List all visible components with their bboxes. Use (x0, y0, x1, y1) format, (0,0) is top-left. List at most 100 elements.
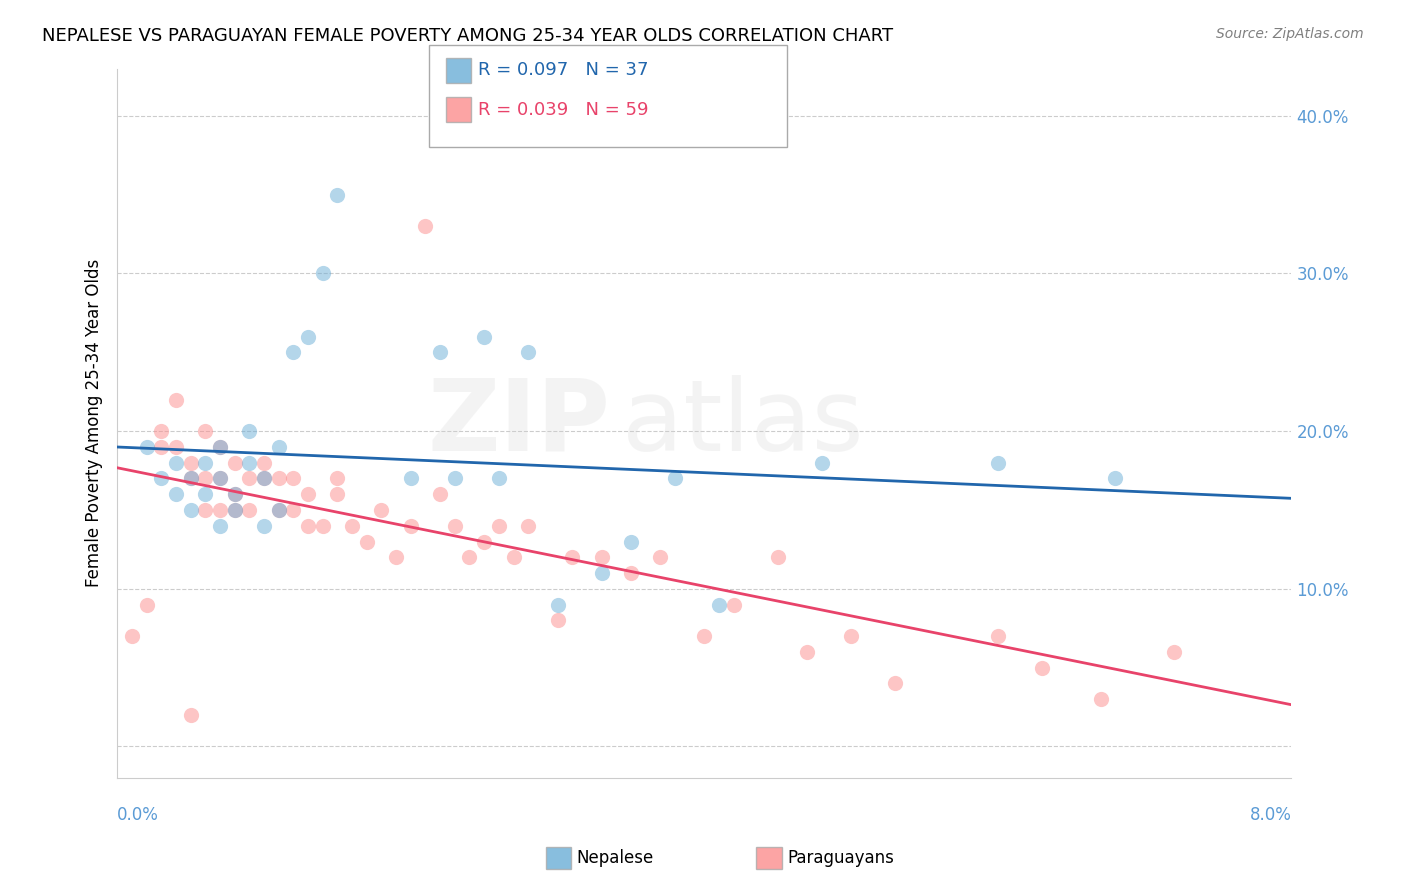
Point (458, 550, 481, 565)
Point (517, 518, 540, 533)
Point (253, 471, 276, 485)
Point (165, 392, 187, 407)
Point (297, 518, 319, 533)
Text: R = 0.039   N = 59: R = 0.039 N = 59 (478, 101, 648, 119)
Point (224, 503, 246, 517)
Text: Paraguayans: Paraguayans (787, 849, 894, 867)
Point (707, 598, 730, 612)
Point (208, 471, 231, 485)
Point (180, 471, 202, 485)
Point (370, 503, 392, 517)
Point (488, 471, 510, 485)
Point (810, 456, 832, 470)
Point (650, 550, 672, 565)
Point (1090, 692, 1112, 706)
Point (561, 550, 583, 565)
Point (135, 440, 157, 454)
Point (283, 503, 305, 517)
Point (620, 534, 643, 549)
Point (267, 440, 290, 454)
Point (121, 629, 143, 643)
Text: 0.0%: 0.0% (117, 806, 159, 824)
Text: ZIP: ZIP (427, 375, 610, 472)
Point (766, 550, 789, 565)
Point (488, 518, 510, 533)
Point (1104, 471, 1126, 485)
Point (472, 329, 495, 343)
Point (356, 534, 378, 549)
Point (253, 471, 276, 485)
Point (399, 471, 422, 485)
Point (208, 440, 231, 454)
Point (326, 487, 349, 501)
Point (1163, 645, 1185, 659)
Point (150, 424, 173, 438)
Text: NEPALESE VS PARAGUAYAN FEMALE POVERTY AMONG 25-34 YEAR OLDS CORRELATION CHART: NEPALESE VS PARAGUAYAN FEMALE POVERTY AM… (42, 27, 893, 45)
Point (267, 503, 290, 517)
Point (208, 471, 231, 485)
Point (165, 440, 187, 454)
Point (839, 629, 862, 643)
Point (547, 598, 569, 612)
Point (399, 518, 422, 533)
Point (165, 487, 187, 501)
Point (283, 471, 305, 485)
Point (238, 424, 260, 438)
Point (180, 503, 202, 517)
Text: atlas: atlas (621, 375, 863, 472)
Point (283, 345, 305, 359)
Point (238, 471, 260, 485)
Point (517, 345, 540, 359)
Point (620, 566, 643, 580)
Point (194, 424, 217, 438)
Point (150, 471, 173, 485)
Point (723, 598, 745, 612)
Point (472, 534, 495, 549)
Point (150, 440, 173, 454)
Point (987, 456, 1010, 470)
Text: R = 0.097   N = 37: R = 0.097 N = 37 (478, 62, 648, 79)
Point (591, 566, 613, 580)
Point (180, 471, 202, 485)
Point (224, 456, 246, 470)
Point (326, 471, 349, 485)
Y-axis label: Female Poverty Among 25-34 Year Olds: Female Poverty Among 25-34 Year Olds (86, 260, 103, 588)
Point (267, 503, 290, 517)
Point (415, 219, 437, 234)
Point (194, 471, 217, 485)
Point (194, 487, 217, 501)
Point (591, 550, 613, 565)
Text: Nepalese: Nepalese (576, 849, 654, 867)
Point (312, 267, 335, 281)
Point (1031, 660, 1053, 674)
Point (253, 518, 276, 533)
Point (326, 187, 349, 202)
Point (224, 487, 246, 501)
Point (180, 708, 202, 723)
Point (194, 503, 217, 517)
Point (208, 440, 231, 454)
Text: 8.0%: 8.0% (1250, 806, 1292, 824)
Point (224, 503, 246, 517)
Point (664, 471, 686, 485)
Point (385, 550, 408, 565)
Point (208, 503, 231, 517)
Point (693, 629, 716, 643)
Point (429, 345, 451, 359)
Point (796, 645, 818, 659)
Text: Source: ZipAtlas.com: Source: ZipAtlas.com (1216, 27, 1364, 41)
Point (165, 456, 187, 470)
Point (253, 456, 276, 470)
Point (238, 456, 260, 470)
Point (443, 471, 465, 485)
Point (987, 629, 1010, 643)
Point (224, 487, 246, 501)
Point (135, 598, 157, 612)
Point (502, 550, 524, 565)
Point (312, 518, 335, 533)
Point (208, 518, 231, 533)
Point (340, 518, 363, 533)
Point (194, 456, 217, 470)
Point (297, 329, 319, 343)
Point (443, 518, 465, 533)
